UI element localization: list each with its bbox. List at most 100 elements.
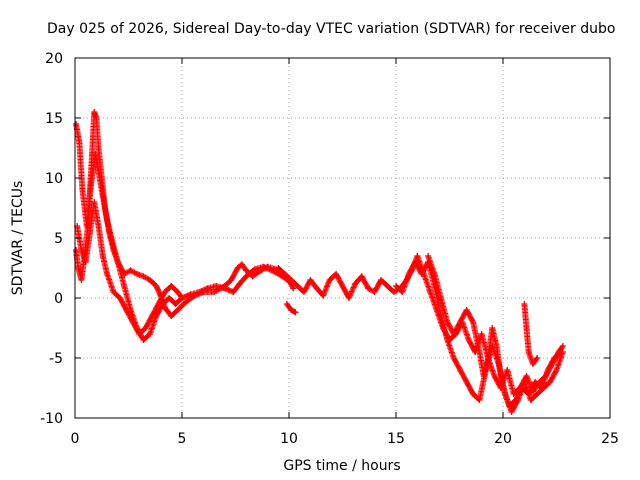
data-point (320, 292, 327, 299)
data-point (476, 397, 483, 403)
data-point (234, 265, 241, 271)
data-point (82, 259, 89, 265)
data-point (527, 397, 534, 403)
data-point (236, 280, 243, 287)
data-point (525, 391, 532, 397)
data-point (437, 295, 444, 301)
data-point (551, 355, 558, 361)
data-point (283, 301, 290, 307)
data-point (95, 145, 102, 151)
data-point (378, 277, 385, 283)
data-point (399, 289, 406, 295)
data-point (243, 273, 250, 280)
data-point (153, 283, 160, 289)
data-point (405, 271, 412, 277)
data-point (249, 273, 256, 280)
data-point (123, 307, 130, 313)
data-point (88, 181, 95, 187)
data-point (358, 273, 365, 280)
data-point (204, 285, 211, 292)
data-point (179, 295, 185, 301)
data-point (418, 271, 425, 277)
data-point (238, 261, 245, 268)
data-point (345, 295, 352, 301)
data-point (288, 307, 295, 313)
data-point (168, 313, 175, 319)
data-point (326, 277, 333, 283)
data-point (92, 151, 99, 157)
data-point (450, 331, 457, 337)
chart-title: Day 025 of 2026, Sidereal Day-to-day VTE… (47, 21, 615, 37)
data-point (155, 301, 162, 307)
data-point (140, 273, 147, 280)
data-point (529, 361, 536, 367)
data-point (521, 379, 528, 385)
y-tick-label: 5 (54, 231, 63, 247)
data-point (457, 319, 464, 325)
data-point (281, 271, 288, 277)
data-point (333, 271, 340, 277)
data-point (172, 301, 179, 307)
x-tick-label: 25 (601, 431, 619, 447)
series-track-f (425, 253, 564, 409)
data-point (104, 217, 111, 223)
data-point (73, 247, 80, 253)
data-point (292, 309, 299, 316)
data-point (444, 319, 451, 325)
data-point (547, 379, 554, 385)
data-point (79, 187, 86, 193)
data-point (339, 283, 346, 289)
data-point (99, 253, 106, 259)
data-point (300, 289, 307, 295)
x-tick-label: 15 (387, 431, 405, 447)
data-point (534, 391, 541, 397)
data-point (470, 391, 477, 397)
data-point (521, 301, 528, 307)
data-point (95, 223, 102, 229)
data-point (313, 285, 320, 292)
y-tick-label: 20 (45, 51, 63, 67)
data-point (457, 367, 464, 373)
data-point (86, 229, 93, 235)
x-tick-label: 20 (494, 431, 512, 447)
data-point (390, 289, 397, 295)
data-point (93, 115, 100, 121)
data-point (512, 397, 519, 403)
data-points (73, 109, 566, 415)
data-point (116, 295, 123, 301)
series-track-c (74, 199, 185, 337)
data-point (538, 385, 545, 391)
data-point (553, 367, 560, 373)
data-point (427, 289, 434, 295)
x-axis-label: GPS time / hours (283, 458, 400, 474)
data-point (73, 121, 80, 127)
data-point (510, 391, 517, 397)
data-point (121, 283, 128, 289)
data-point (91, 109, 98, 115)
data-point (136, 331, 143, 337)
data-point (183, 298, 190, 305)
data-point (99, 193, 106, 199)
data-point (444, 337, 451, 343)
series-track-b (73, 121, 292, 343)
data-point (140, 337, 147, 343)
data-point (559, 343, 566, 349)
grid (75, 58, 610, 418)
y-axis-label: SDTVAR / TECUs (10, 181, 26, 296)
data-point (76, 139, 83, 145)
data-point (174, 289, 181, 295)
data-point (431, 271, 438, 277)
data-point (470, 319, 477, 325)
data-point (146, 331, 153, 337)
data-point (129, 319, 136, 325)
y-tick-label: 10 (45, 171, 63, 187)
data-point (251, 266, 258, 273)
data-point (134, 271, 141, 277)
y-tick-label: -10 (40, 411, 63, 427)
data-point (425, 253, 432, 259)
data-point (508, 409, 515, 415)
data-point (211, 289, 218, 295)
data-point (478, 331, 485, 337)
data-point (174, 307, 181, 313)
data-point (196, 289, 203, 295)
